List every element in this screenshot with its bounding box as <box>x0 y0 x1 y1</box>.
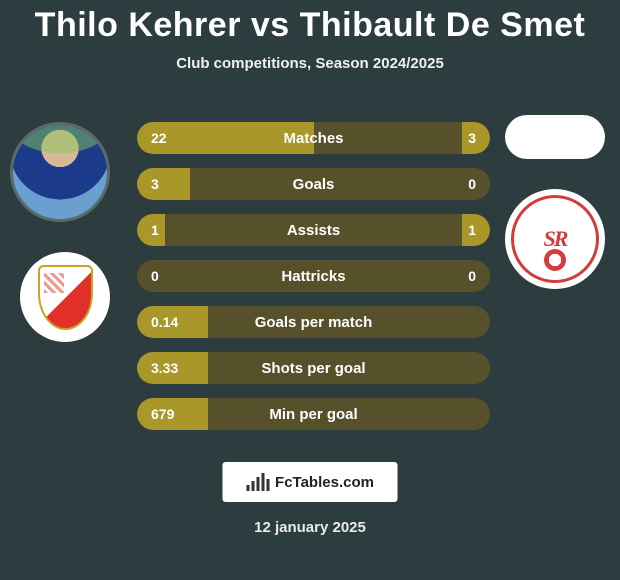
stat-row: 0Hattricks0 <box>137 260 490 292</box>
stat-label: Matches <box>137 130 490 147</box>
player-left-avatar <box>10 122 110 222</box>
reims-monogram: SR <box>544 226 567 252</box>
stat-value-right: 3 <box>468 130 476 146</box>
player-right-column: SR <box>500 115 610 289</box>
logo-bar <box>251 481 254 491</box>
stat-value-right: 1 <box>468 222 476 238</box>
stat-row: 1Assists1 <box>137 214 490 246</box>
infographic-date: 12 january 2025 <box>0 519 620 536</box>
club-left-badge <box>20 252 110 342</box>
stat-label: Assists <box>137 222 490 239</box>
comparison-title: Thilo Kehrer vs Thibault De Smet <box>0 0 620 45</box>
stat-row: 22Matches3 <box>137 122 490 154</box>
stat-row: 679Min per goal <box>137 398 490 430</box>
logo-bar <box>246 485 249 491</box>
club-right-badge: SR <box>505 189 605 289</box>
player-right-avatar <box>505 115 605 159</box>
branding-badge[interactable]: FcTables.com <box>223 462 398 502</box>
logo-bar <box>261 473 264 491</box>
stats-table: 22Matches33Goals01Assists10Hattricks00.1… <box>137 122 490 444</box>
monaco-shield-icon <box>38 265 93 330</box>
logo-bar <box>266 479 269 491</box>
comparison-subtitle: Club competitions, Season 2024/2025 <box>0 55 620 72</box>
player-left-column <box>10 122 120 342</box>
stat-label: Goals <box>137 176 490 193</box>
stat-label: Shots per goal <box>137 360 490 377</box>
reims-ball-icon <box>544 249 566 271</box>
stat-value-right: 0 <box>468 268 476 284</box>
stat-row: 3.33Shots per goal <box>137 352 490 384</box>
stat-value-right: 0 <box>468 176 476 192</box>
stat-label: Min per goal <box>137 406 490 423</box>
stat-label: Hattricks <box>137 268 490 285</box>
stat-label: Goals per match <box>137 314 490 331</box>
branding-logo-icon <box>246 473 269 491</box>
logo-bar <box>256 477 259 491</box>
branding-text: FcTables.com <box>275 474 374 491</box>
stat-row: 3Goals0 <box>137 168 490 200</box>
stat-row: 0.14Goals per match <box>137 306 490 338</box>
